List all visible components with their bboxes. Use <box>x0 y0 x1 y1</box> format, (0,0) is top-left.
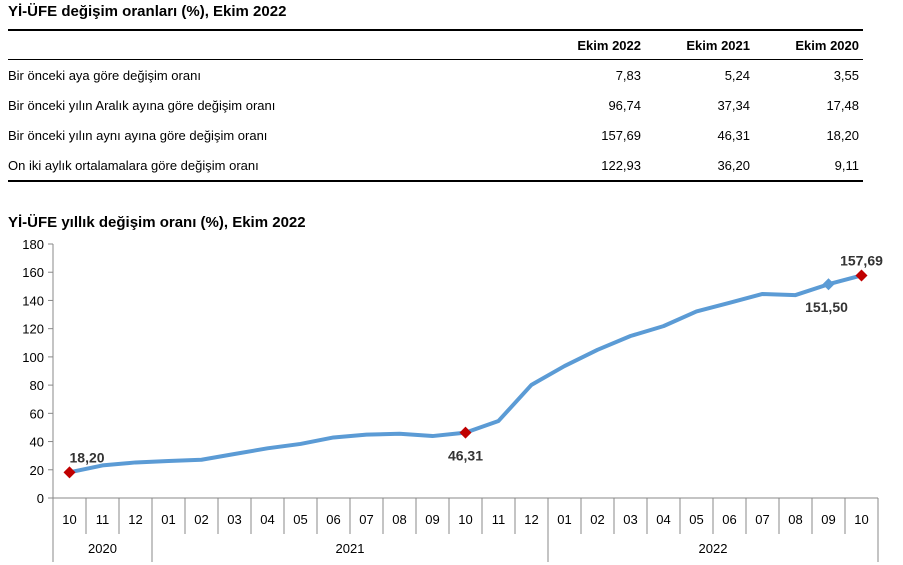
data-label: 46,31 <box>448 448 483 464</box>
x-tick-label: 12 <box>524 512 538 527</box>
x-tick-label: 10 <box>458 512 472 527</box>
data-label: 157,69 <box>840 252 883 268</box>
table-cell: 96,74 <box>608 97 641 113</box>
x-tick-label: 07 <box>359 512 373 527</box>
x-tick-label: 05 <box>689 512 703 527</box>
row-label: On iki aylık ortalamalara göre değişim o… <box>8 157 259 173</box>
y-tick-label: 80 <box>30 378 44 393</box>
table-row: Bir önceki yılın aynı ayına göre değişim… <box>8 120 863 150</box>
table-cell: 122,93 <box>601 157 641 173</box>
x-tick-label: 12 <box>128 512 142 527</box>
table-header-ekim-2021: Ekim 2021 <box>686 37 750 53</box>
table-row: On iki aylık ortalamalara göre değişim o… <box>8 150 863 181</box>
y-tick-label: 180 <box>22 237 44 252</box>
y-tick-label: 60 <box>30 406 44 421</box>
y-tick-label: 20 <box>30 463 44 478</box>
chart-title: Yİ-ÜFE yıllık değişim oranı (%), Ekim 20… <box>8 214 306 231</box>
table-cell: 17,48 <box>826 97 859 113</box>
table-header-ekim-2020: Ekim 2020 <box>795 37 859 53</box>
x-tick-label: 11 <box>492 512 506 527</box>
data-point-marker <box>459 426 472 439</box>
y-tick-label: 160 <box>22 265 44 280</box>
table-header-empty <box>8 30 536 60</box>
x-tick-label: 09 <box>425 512 439 527</box>
table-cell: 9,11 <box>834 157 859 173</box>
x-tick-label: 01 <box>557 512 571 527</box>
y-tick-label: 0 <box>37 491 44 506</box>
table-cell: 5,24 <box>724 67 750 83</box>
stats-table: Ekim 2022 Ekim 2021 Ekim 2020 Bir önceki… <box>8 29 863 182</box>
table-cell: 157,69 <box>601 127 641 143</box>
table-title: Yİ-ÜFE değişim oranları (%), Ekim 2022 <box>8 3 287 20</box>
x-tick-label: 04 <box>656 512 670 527</box>
data-label: 18,20 <box>70 449 105 465</box>
table-cell: 36,20 <box>717 157 750 173</box>
row-label: Bir önceki yılın Aralık ayına göre değiş… <box>8 97 276 113</box>
table-cell: 46,31 <box>717 127 750 143</box>
table-cell: 7,83 <box>615 67 641 83</box>
year-label: 2020 <box>88 541 117 556</box>
x-tick-label: 01 <box>161 512 175 527</box>
table-cell: 18,20 <box>826 127 859 143</box>
x-tick-label: 04 <box>260 512 274 527</box>
series-line <box>67 273 864 475</box>
table-header-ekim-2022: Ekim 2022 <box>577 37 641 53</box>
row-label: Bir önceki aya göre değişim oranı <box>8 67 201 83</box>
data-point-marker <box>855 269 868 282</box>
x-tick-label: 11 <box>96 512 110 527</box>
table-header-row: Ekim 2022 Ekim 2021 Ekim 2020 <box>8 30 863 60</box>
table-cell: 3,55 <box>833 67 859 83</box>
x-tick-label: 02 <box>194 512 208 527</box>
data-label: 151,50 <box>805 299 848 315</box>
y-tick-label: 140 <box>22 293 44 308</box>
table-row: Bir önceki aya göre değişim oranı 7,83 5… <box>8 60 863 91</box>
y-tick-label: 40 <box>30 435 44 450</box>
y-tick-label: 100 <box>22 350 44 365</box>
data-point-marker <box>63 466 76 479</box>
year-label: 2022 <box>699 541 728 556</box>
x-tick-label: 05 <box>293 512 307 527</box>
x-tick-label: 06 <box>722 512 736 527</box>
year-label: 2021 <box>336 541 365 556</box>
x-tick-label: 08 <box>392 512 406 527</box>
y-tick-label: 120 <box>22 322 44 337</box>
table-row: Bir önceki yılın Aralık ayına göre değiş… <box>8 90 863 120</box>
x-tick-label: 02 <box>590 512 604 527</box>
data-point-marker <box>822 278 835 291</box>
x-tick-label: 10 <box>854 512 868 527</box>
x-tick-label: 03 <box>623 512 637 527</box>
table-cell: 37,34 <box>717 97 750 113</box>
x-tick-label: 06 <box>326 512 340 527</box>
row-label: Bir önceki yılın aynı ayına göre değişim… <box>8 127 268 143</box>
x-tick-label: 03 <box>227 512 241 527</box>
x-tick-label: 08 <box>788 512 802 527</box>
x-tick-label: 07 <box>755 512 769 527</box>
x-tick-label: 10 <box>62 512 76 527</box>
x-tick-label: 09 <box>821 512 835 527</box>
